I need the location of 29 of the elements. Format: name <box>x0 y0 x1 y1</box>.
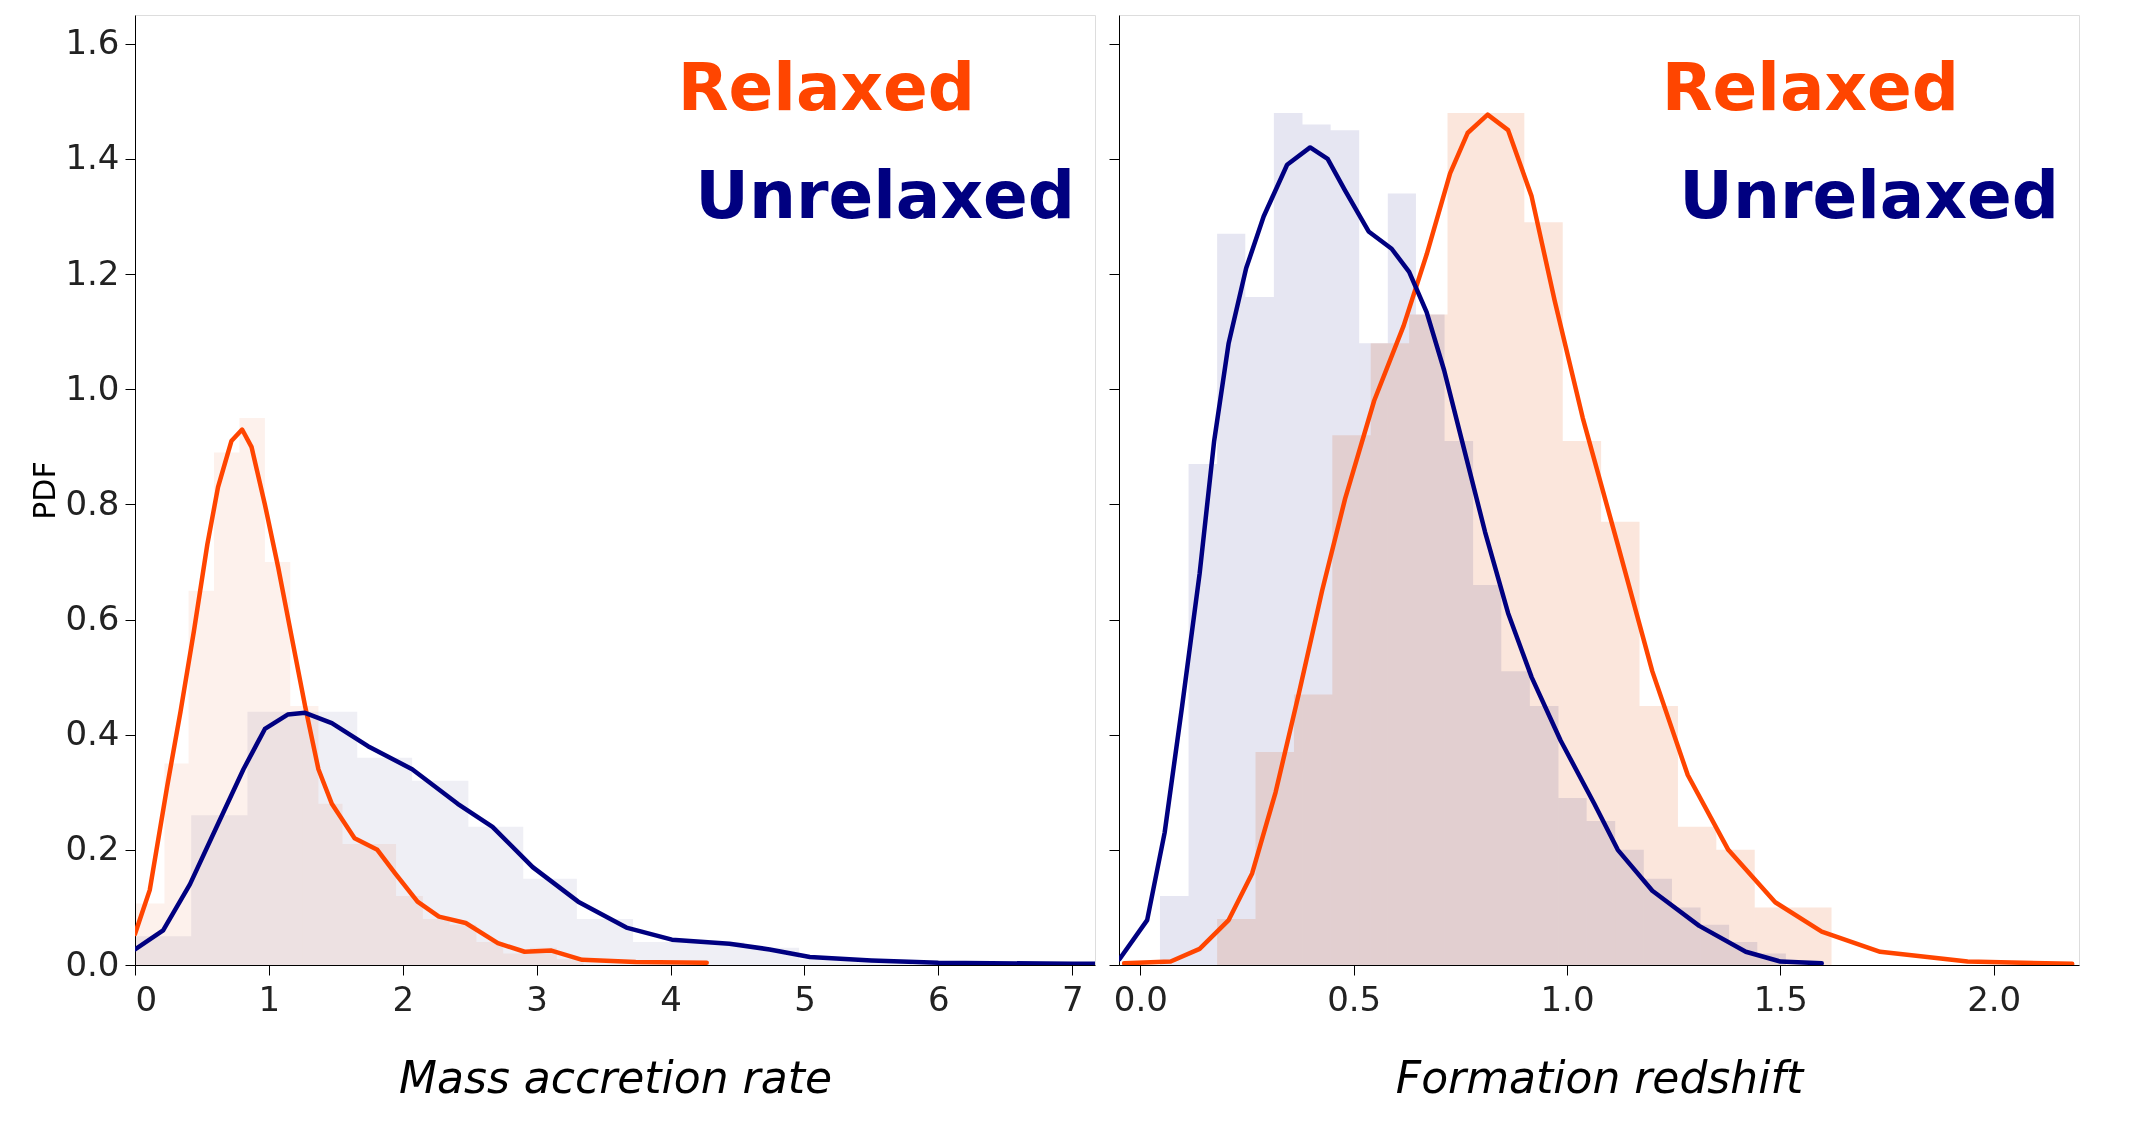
y-tick-label: 0.2 <box>65 828 120 869</box>
x-tick-label: 1.5 <box>1753 978 1808 1019</box>
text: Unrelaxed <box>695 157 1075 234</box>
x-tick-label: 5 <box>794 978 816 1019</box>
x-axis-title: Formation redshift <box>1395 1051 1805 1103</box>
x-tick-label: 3 <box>526 978 548 1019</box>
x-tick-label: 1 <box>258 978 281 1019</box>
x-tick-label: 6 <box>928 978 950 1019</box>
text: Relaxed <box>1661 49 1959 126</box>
x-tick-label: 0 <box>135 978 158 1019</box>
y-axis-title: PDF <box>27 461 63 520</box>
x-tick-label: 2.0 <box>1967 978 2022 1019</box>
x-tick-label: 2 <box>392 978 415 1019</box>
x-tick-label: 0.5 <box>1327 978 1382 1019</box>
y-tick-label: 0.8 <box>65 482 120 523</box>
y-tick-label: 1.2 <box>65 252 120 293</box>
text: Relaxed <box>677 49 975 126</box>
y-tick-label: 0.0 <box>65 943 120 984</box>
x-axis-title: Mass accretion rate <box>399 1051 832 1103</box>
y-tick-label: 1.4 <box>65 137 120 178</box>
x-tick-label: 4 <box>660 978 682 1019</box>
x-tick-label: 0.0 <box>1113 978 1168 1019</box>
y-tick-label: 1.0 <box>65 367 120 408</box>
y-tick-label: 1.6 <box>65 22 120 63</box>
x-tick-label: 1.0 <box>1540 978 1595 1019</box>
x-tick-label: 7 <box>1061 978 1084 1019</box>
text: Unrelaxed <box>1679 157 2059 234</box>
y-tick-label: 0.4 <box>65 713 120 754</box>
y-tick-label: 0.6 <box>65 598 120 639</box>
